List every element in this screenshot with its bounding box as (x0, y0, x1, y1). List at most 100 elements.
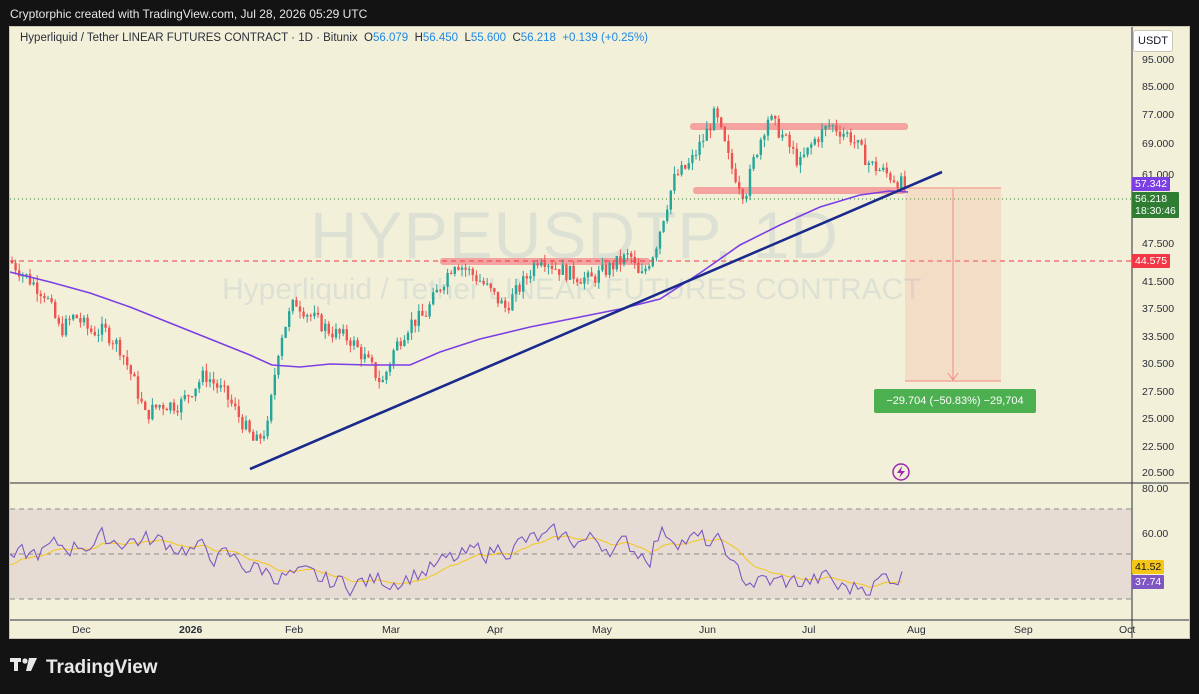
candle-body (849, 132, 852, 143)
candle-body (478, 280, 482, 282)
candle-body (435, 289, 438, 293)
moving-average-line (10, 190, 909, 368)
candle-body (680, 165, 683, 175)
resistance-zone-top (690, 123, 908, 130)
currency-button[interactable]: USDT (1133, 30, 1173, 52)
candle-body (640, 271, 644, 274)
candle-body (788, 134, 791, 147)
rsi-tick-label: 60.00 (1142, 528, 1168, 540)
last-price-tag: 56.218 18:30:46 (1132, 192, 1179, 218)
time-axis-label: Mar (382, 624, 401, 636)
candle-body (709, 128, 712, 131)
candle-body (79, 318, 82, 323)
candle-body (381, 379, 384, 383)
candle-body (738, 182, 741, 190)
candle-body (111, 343, 114, 345)
trendline (249, 170, 943, 471)
candle-body (532, 263, 536, 277)
candle-body (360, 347, 363, 360)
candle-body (792, 146, 795, 149)
candle-body (352, 340, 356, 346)
candle-body (262, 436, 266, 439)
candle-body (896, 182, 899, 189)
candle-body (64, 318, 68, 336)
chart-window[interactable]: HYPEUSDTP, 1D Hyperliquid / Tether LINEA… (9, 26, 1190, 639)
candle-body (856, 140, 860, 143)
candle-body (446, 272, 449, 287)
candle-body (507, 307, 510, 311)
candle-body (432, 292, 435, 305)
candle-body (169, 402, 172, 411)
candle-body (14, 263, 17, 271)
candle-body (892, 180, 896, 183)
candle-body (514, 285, 518, 295)
legend-change: +0.139 (+0.25%) (562, 32, 648, 44)
candle-body (28, 274, 32, 285)
candle-body (133, 373, 136, 377)
candle-body (601, 264, 604, 271)
price-tick-label: 27.500 (1142, 386, 1174, 398)
candle-body (298, 306, 302, 312)
flash-icon-bolt (897, 466, 905, 478)
candle-body (543, 262, 546, 267)
candle-body (126, 356, 129, 366)
candle-body (630, 253, 633, 257)
time-axis-label: Dec (72, 624, 91, 636)
candle-body (558, 269, 561, 275)
candle-body (216, 383, 219, 388)
candle-body (190, 396, 194, 398)
candle-body (810, 144, 813, 148)
candle-body (327, 323, 330, 334)
candle-body (540, 262, 543, 266)
candle-body (237, 406, 240, 417)
candle-body (57, 317, 60, 324)
candle-body (846, 132, 849, 134)
candle-body (471, 269, 474, 276)
candle-body (252, 431, 255, 441)
legend-c-label: C (512, 32, 521, 44)
candle-body (367, 354, 370, 358)
candle-body (597, 270, 600, 283)
candle-body (781, 134, 784, 138)
candle-body (302, 311, 305, 317)
candle-body (698, 141, 701, 155)
candle-body (687, 163, 690, 169)
candle-body (748, 168, 752, 197)
candle-body (745, 196, 748, 200)
candle-body (867, 162, 870, 165)
candle-body (568, 265, 572, 280)
rsi-pane (10, 508, 1132, 600)
candle-body (151, 404, 154, 420)
candle-body (615, 255, 618, 270)
candle-body (702, 140, 705, 142)
candle-body (154, 404, 158, 408)
candle-body (903, 176, 906, 189)
candle-body (334, 328, 338, 338)
candle-body (147, 409, 150, 420)
time-axis-label: Feb (285, 624, 303, 636)
candle-body (86, 317, 89, 329)
candle-body (273, 374, 276, 396)
price-chart[interactable]: 95.00085.00077.00069.00061.00047.50041.5… (10, 27, 1190, 639)
candle-body (457, 267, 460, 270)
price-tick-label: 77.000 (1142, 109, 1174, 121)
candle-body (468, 269, 471, 271)
top-credit-bar: Cryptorphic created with TradingView.com… (0, 0, 1199, 26)
candle-body (309, 315, 312, 317)
symbol-legend: Hyperliquid / Tether LINEAR FUTURES CONT… (20, 32, 648, 44)
candle-body (108, 327, 111, 344)
candle-body (828, 125, 831, 127)
candle-body (604, 264, 608, 276)
candle-body (259, 434, 262, 439)
candle-body (619, 255, 622, 264)
candle-body (871, 161, 874, 163)
level-price-tag: 44.575 (1132, 254, 1171, 268)
candle-body (648, 266, 651, 269)
time-axis-label: Jul (802, 624, 815, 636)
candle-body (46, 298, 50, 300)
candle-body (10, 261, 14, 264)
candle-body (450, 272, 453, 274)
time-axis-label: Apr (487, 624, 504, 636)
candle-body (345, 329, 348, 341)
candle-body (36, 282, 39, 294)
